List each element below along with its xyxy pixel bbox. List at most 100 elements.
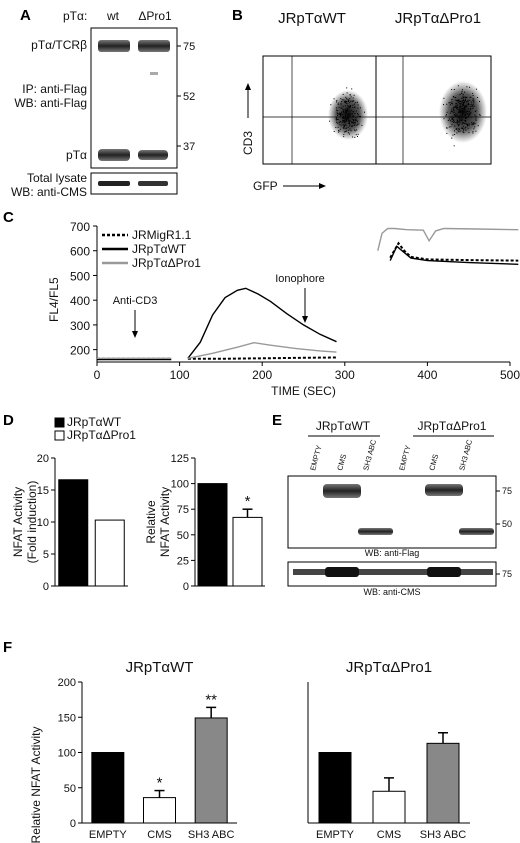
facs-dot xyxy=(459,115,461,117)
facs-dot xyxy=(456,128,458,130)
facs-dot xyxy=(449,116,451,118)
facs-dot xyxy=(353,94,355,96)
facs-dot xyxy=(339,112,341,114)
facs-dot xyxy=(453,107,455,108)
bar-category-label: CMS xyxy=(377,829,401,841)
facs-dot xyxy=(468,114,470,116)
facs-dot xyxy=(339,124,341,126)
facs-dot xyxy=(454,134,456,135)
facs-dot xyxy=(459,101,461,103)
facs-dot xyxy=(461,90,463,92)
facs-dot xyxy=(461,120,463,121)
facs-dot xyxy=(461,107,463,109)
facs-dot xyxy=(455,128,457,130)
facs-dot xyxy=(457,85,459,87)
facs-dot xyxy=(464,127,466,129)
facs-dot xyxy=(472,100,474,102)
bar-ylabel: (Fold induction) xyxy=(25,481,39,564)
facs-dot xyxy=(342,111,344,113)
facs-dot xyxy=(473,122,475,124)
c-xlabel: TIME (SEC) xyxy=(271,384,336,398)
facs-dot xyxy=(450,126,452,128)
facs-dot xyxy=(460,102,462,104)
c-arrowhead-anticd3 xyxy=(132,331,138,338)
facs-dot xyxy=(443,104,444,106)
facs-dot xyxy=(449,112,451,114)
facs-dot xyxy=(458,100,460,102)
wb-label-a: WB: anti-Flag xyxy=(14,96,87,110)
facs-dot xyxy=(464,106,466,108)
facs-dot xyxy=(345,121,347,122)
bar xyxy=(426,742,460,824)
chart-f-wt: 0 50 100 150 200 EMPTY * CMS ** SH3 ABC JRpTαWT xyxy=(58,659,237,841)
facs-dot xyxy=(348,115,350,117)
bar-ytick-label: 200 xyxy=(58,677,76,689)
facs-dot xyxy=(359,115,361,117)
band-a-upper-wt xyxy=(98,40,130,52)
facs-dot xyxy=(465,106,467,108)
c-ytick-label: 300 xyxy=(70,319,90,333)
facs-dot xyxy=(346,114,348,116)
facs-dot xyxy=(465,120,467,121)
facs-dot xyxy=(357,114,359,115)
facs-dot xyxy=(464,107,465,109)
facs-dot xyxy=(337,113,339,115)
facs-dot xyxy=(455,128,457,130)
facs-dot xyxy=(463,105,465,107)
facs-dot xyxy=(462,126,464,128)
facs-dot xyxy=(341,124,343,126)
facs-dot xyxy=(457,117,459,118)
facs-dot xyxy=(465,117,467,119)
facs-dot xyxy=(467,124,469,126)
bar-category-label: EMPTY xyxy=(316,829,355,841)
facs-dot xyxy=(477,97,478,98)
facs-dot xyxy=(475,110,477,112)
facs-dot xyxy=(461,123,463,125)
facs-dot xyxy=(347,110,349,111)
legend-label-wt: JRpTαWT xyxy=(67,415,122,429)
facs-dot xyxy=(351,88,353,90)
facs-dot xyxy=(340,114,342,116)
facs-dot xyxy=(471,123,473,125)
facs-dot xyxy=(460,110,462,112)
facs-dot xyxy=(344,100,346,102)
facs-dot xyxy=(455,122,457,124)
c-series-line xyxy=(377,227,519,251)
facs-dot xyxy=(472,95,474,96)
facs-dot xyxy=(348,106,350,108)
facs-dot xyxy=(340,113,342,115)
facs-dot xyxy=(467,99,469,101)
facs-dot xyxy=(465,123,467,125)
facs-dot xyxy=(453,108,455,110)
facs-dot xyxy=(357,115,359,117)
facs-dot xyxy=(349,94,351,96)
facs-dot xyxy=(347,108,348,110)
facs-dot xyxy=(343,99,345,101)
facs-dot xyxy=(456,107,458,109)
facs-dot xyxy=(356,124,358,126)
facs-dot xyxy=(451,102,453,104)
facs-dot xyxy=(460,106,462,108)
facs-dot xyxy=(338,119,340,121)
facs-dot xyxy=(455,113,457,115)
facs-dot xyxy=(466,123,468,125)
facs-dot xyxy=(465,97,467,99)
facs-dot xyxy=(465,111,467,113)
facs-dot xyxy=(463,122,465,124)
facs-dot xyxy=(346,117,348,119)
facs-dot xyxy=(462,116,464,118)
facs-dot xyxy=(349,125,351,127)
facs-dot xyxy=(460,100,462,102)
facs-dot xyxy=(351,126,353,128)
legend-swatch-wt xyxy=(54,417,65,428)
facs-dot xyxy=(340,103,342,105)
facs-dot xyxy=(459,117,461,119)
facs-dot xyxy=(348,100,349,102)
band-lysate-wt xyxy=(98,181,130,186)
facs-dot xyxy=(448,102,450,104)
lane-label-wt: wt xyxy=(106,9,120,23)
facs-dot xyxy=(346,100,348,102)
facs-dot xyxy=(357,121,359,123)
facs-dot xyxy=(346,110,348,112)
facs-dot xyxy=(342,124,344,126)
